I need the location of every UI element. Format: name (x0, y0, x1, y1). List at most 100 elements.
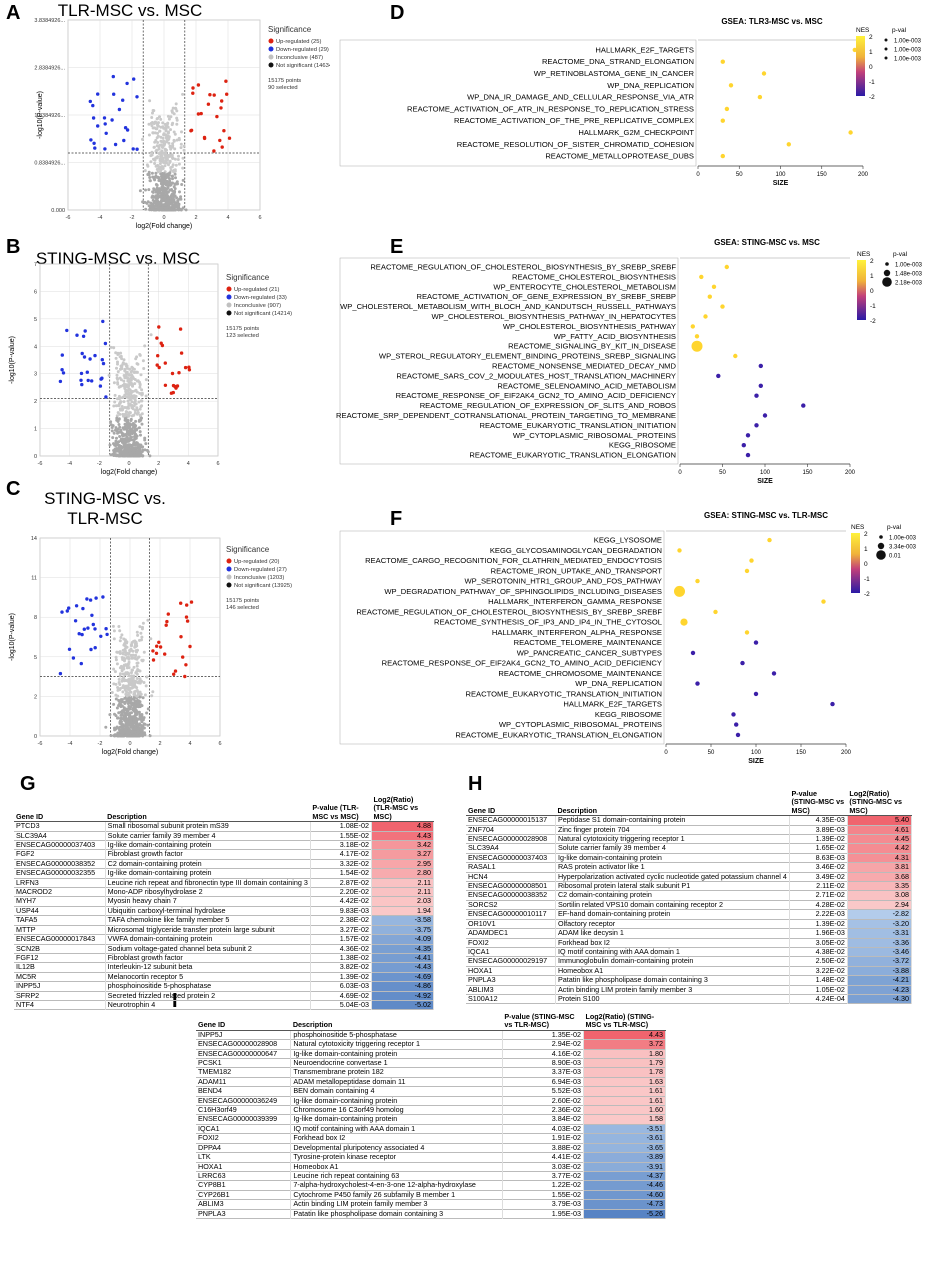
pathway-label: REACTOME_CHROMOSOME_MAINTENANCE (498, 669, 662, 678)
down-regulated-point (61, 371, 66, 375)
down-regulated-point (80, 632, 84, 637)
x-tick-label: -4 (68, 741, 73, 747)
pvalue-cell: 1.48E-02 (789, 975, 848, 986)
table-header-row: Gene ID Description P-value (TLR-MSC vs MS… (14, 795, 434, 823)
x-tick-label: -6 (38, 741, 43, 747)
up-regulated-point (215, 114, 219, 119)
up-regulated-point (163, 652, 167, 656)
pvalue-cell: 8.90E-03 (502, 1058, 584, 1068)
log2-ratio-cell: -5.02 (371, 1000, 435, 1010)
up-regulated-point (206, 102, 211, 106)
x-tick-label: 200 (845, 470, 856, 476)
log2-ratio-cell: -4.92 (371, 991, 435, 1001)
pvalue-cell: 1.54E-02 (310, 868, 372, 879)
y-tick-label: 4 (34, 344, 37, 350)
up-regulated-point (172, 672, 176, 676)
gene-id-cell: ENSECAG00000037403 (466, 853, 556, 863)
pvalue-cell: 3.89E-03 (789, 825, 848, 835)
table-row: FOXI2 Forkhead box I2 3.05E-02 -3.36 (466, 938, 913, 948)
table-row: C16H3orf49 Chromosome 16 C3orf49 homolog 2… (196, 1105, 667, 1115)
pvalue-cell: 3.82E-02 (310, 962, 372, 973)
log2-ratio-cell: -3.75 (371, 925, 435, 935)
gsea-point (821, 599, 826, 604)
description-cell: Ig-like domain-containing protein (105, 840, 311, 850)
table-header-cell: Description (105, 796, 311, 823)
legend-marker (226, 574, 232, 580)
pvalue-cell: 1.95E-03 (502, 1209, 584, 1219)
table-row: ENSECAG00000038352 C2 domain-containing p… (466, 891, 913, 901)
gene-id-cell: ENSECAG00000029197 (466, 956, 556, 967)
down-regulated-point (60, 353, 64, 357)
gene-id-cell: HOXA1 (196, 1162, 292, 1172)
x-tick-label: 6 (216, 461, 219, 467)
pvalue-cell: 4.69E-02 (310, 991, 372, 1001)
pvalue-cell: 4.42E-02 (310, 897, 372, 907)
down-regulated-point (96, 124, 100, 128)
gsea-point (744, 630, 750, 635)
description-cell: Chromosome 16 C3orf49 homolog (290, 1105, 503, 1115)
down-regulated-point (132, 77, 136, 81)
pvalue-cell: 4.35E-03 (789, 815, 848, 826)
down-regulated-point (91, 103, 95, 108)
table-row: ENSECAG00000008501 Ribosomal protein late… (466, 881, 913, 891)
table-header-cell: P-value (TLR-MSC vs MSC) (310, 796, 372, 823)
table-row: USP44 Ubiquitin carboxyl-terminal hydrola… (14, 906, 435, 916)
gene-id-cell: ENSECAG00000038352 (14, 859, 106, 869)
pathway-label: REACTOME_SARS_COV_2_MODULATES_HOST_TRANS… (396, 371, 676, 380)
table-row: ENSECAG00000039399 Ig-like domain-contain… (196, 1115, 667, 1125)
log2-ratio-cell: -3.72 (847, 956, 913, 967)
log2-ratio-cell: 4.61 (847, 825, 913, 835)
down-regulated-point (58, 671, 63, 676)
log2-ratio-cell: 1.58 (583, 1115, 667, 1125)
up-regulated-point (185, 603, 189, 607)
down-regulated-point (88, 598, 93, 602)
y-tick-label: 3.8384926... (34, 18, 65, 24)
gsea-point (680, 618, 688, 626)
pathway-label: HALLMARK_INTERFERON_ALPHA_RESPONSE (492, 628, 662, 637)
gsea-point (749, 558, 754, 563)
x-tick-label: 4 (187, 461, 190, 467)
nes-colorbar (857, 260, 866, 320)
down-regulated-point (92, 141, 96, 145)
pathway-label: KEGG_RIBOSOME (595, 710, 662, 719)
nes-legend-title: NES (851, 524, 865, 531)
volcano-title: STING-MSC vs. MSC (36, 249, 200, 268)
legend-marker (268, 38, 274, 44)
pvalue-cell: 1.08E-02 (310, 821, 372, 832)
log2-ratio-cell: -4.35 (371, 944, 435, 954)
selected-count: 123 selected (226, 333, 259, 339)
gene-id-cell: TMEM182 (196, 1068, 292, 1078)
description-cell: Solute carrier family 39 member 4 (105, 831, 311, 841)
nes-tick-label: 0 (869, 64, 873, 71)
gene-id-cell: ENSECAG00000039399 (196, 1115, 292, 1125)
table-row: PCSK1 Neuroendocrine convertase 1 8.90E-03… (196, 1058, 667, 1068)
legend-marker (226, 566, 232, 572)
description-cell: ADAM like decysin 1 (555, 928, 790, 938)
x-tick-label: 150 (817, 172, 828, 178)
table-row: PNPLA3 Patatin like phospholipase domain … (196, 1209, 667, 1219)
table-row: ENSECAG00000037403 Ig-like domain-contain… (466, 853, 913, 863)
pvalue-cell: 4.17E-02 (310, 850, 372, 860)
table-row: LRFN3 Leucine rich repeat and fibronectin… (14, 878, 435, 888)
log2-ratio-cell: -4.86 (371, 981, 435, 992)
gsea-point (754, 423, 759, 428)
gsea-point (786, 142, 791, 147)
log2-ratio-cell: 4.43 (371, 831, 435, 841)
pval-legend-marker (877, 542, 885, 550)
x-axis-label: log2(Fold change) (136, 223, 192, 230)
scatter-cloud (107, 333, 153, 458)
pathway-label: REACTOME_METALLOPROTEASE_DUBS (545, 152, 694, 161)
table-row: ENSECAG00000038352 C2 domain-containing p… (14, 859, 435, 869)
pvalue-cell: 2.11E-02 (789, 881, 848, 891)
table-header-cell: Description (555, 790, 790, 817)
description-cell: C2 domain-containing protein (105, 859, 311, 869)
table-row: PNPLA3 Patatin like phospholipase domain … (466, 975, 913, 986)
up-regulated-point (165, 619, 169, 624)
gene-id-cell: HOXA1 (466, 966, 556, 976)
down-regulated-point (91, 116, 96, 120)
log2-ratio-cell: 1.60 (583, 1105, 667, 1115)
up-regulated-point (212, 93, 216, 97)
x-tick-label: 0 (127, 461, 130, 467)
x-tick-label: 6 (218, 741, 221, 747)
